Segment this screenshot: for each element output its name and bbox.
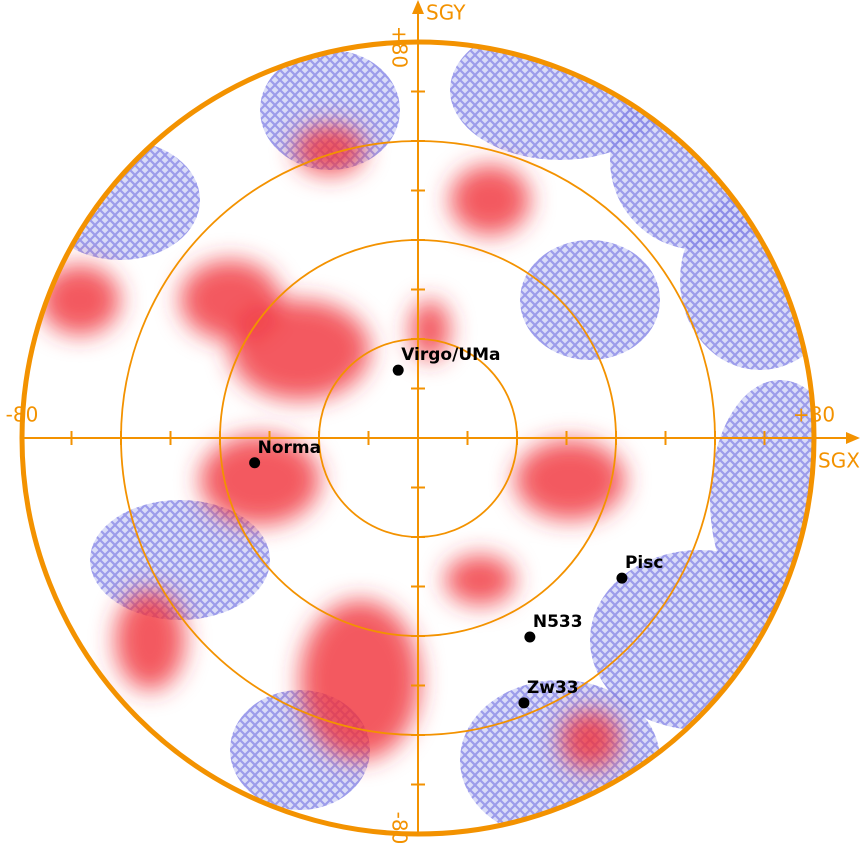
y-arrow: [412, 0, 424, 14]
hatch-region: [680, 190, 814, 370]
x-arrow: [846, 432, 860, 444]
y-tick-label: +80: [388, 26, 412, 68]
axes: -80 +80 -80 +80: [6, 0, 860, 844]
overdensity: [450, 165, 530, 235]
overdensity: [445, 555, 515, 605]
overdensity: [115, 590, 185, 690]
overdensity: [560, 710, 620, 770]
x-tick-label: +80: [793, 403, 835, 427]
hatch-region: [520, 240, 660, 360]
cluster-point: [518, 697, 530, 709]
y-tick-label: -80: [388, 812, 412, 845]
x-axis-label: SGX: [818, 449, 860, 473]
overdensity: [515, 440, 625, 520]
cluster-point: [616, 572, 628, 584]
cluster-label: Norma: [258, 438, 321, 458]
cluster-point: [249, 457, 261, 469]
hatch-region: [40, 140, 200, 260]
cluster-label: Virgo/UMa: [401, 345, 500, 365]
x-tick-label: -80: [6, 403, 39, 427]
y-axis-label: SGY: [426, 1, 466, 25]
overdensity: [300, 600, 420, 760]
cluster-point: [524, 631, 536, 643]
cluster-label: Zw33: [527, 678, 579, 698]
hatch-region: [260, 50, 400, 170]
overdensity: [410, 300, 450, 360]
overdensity: [295, 125, 365, 175]
cluster-label: Pisc: [625, 553, 663, 573]
hatch-region: [460, 680, 660, 834]
cluster-point: [392, 364, 404, 376]
overdensity: [40, 265, 120, 335]
cluster-label: N533: [533, 612, 583, 632]
red-regions: [40, 125, 625, 770]
overdensity: [180, 260, 280, 340]
